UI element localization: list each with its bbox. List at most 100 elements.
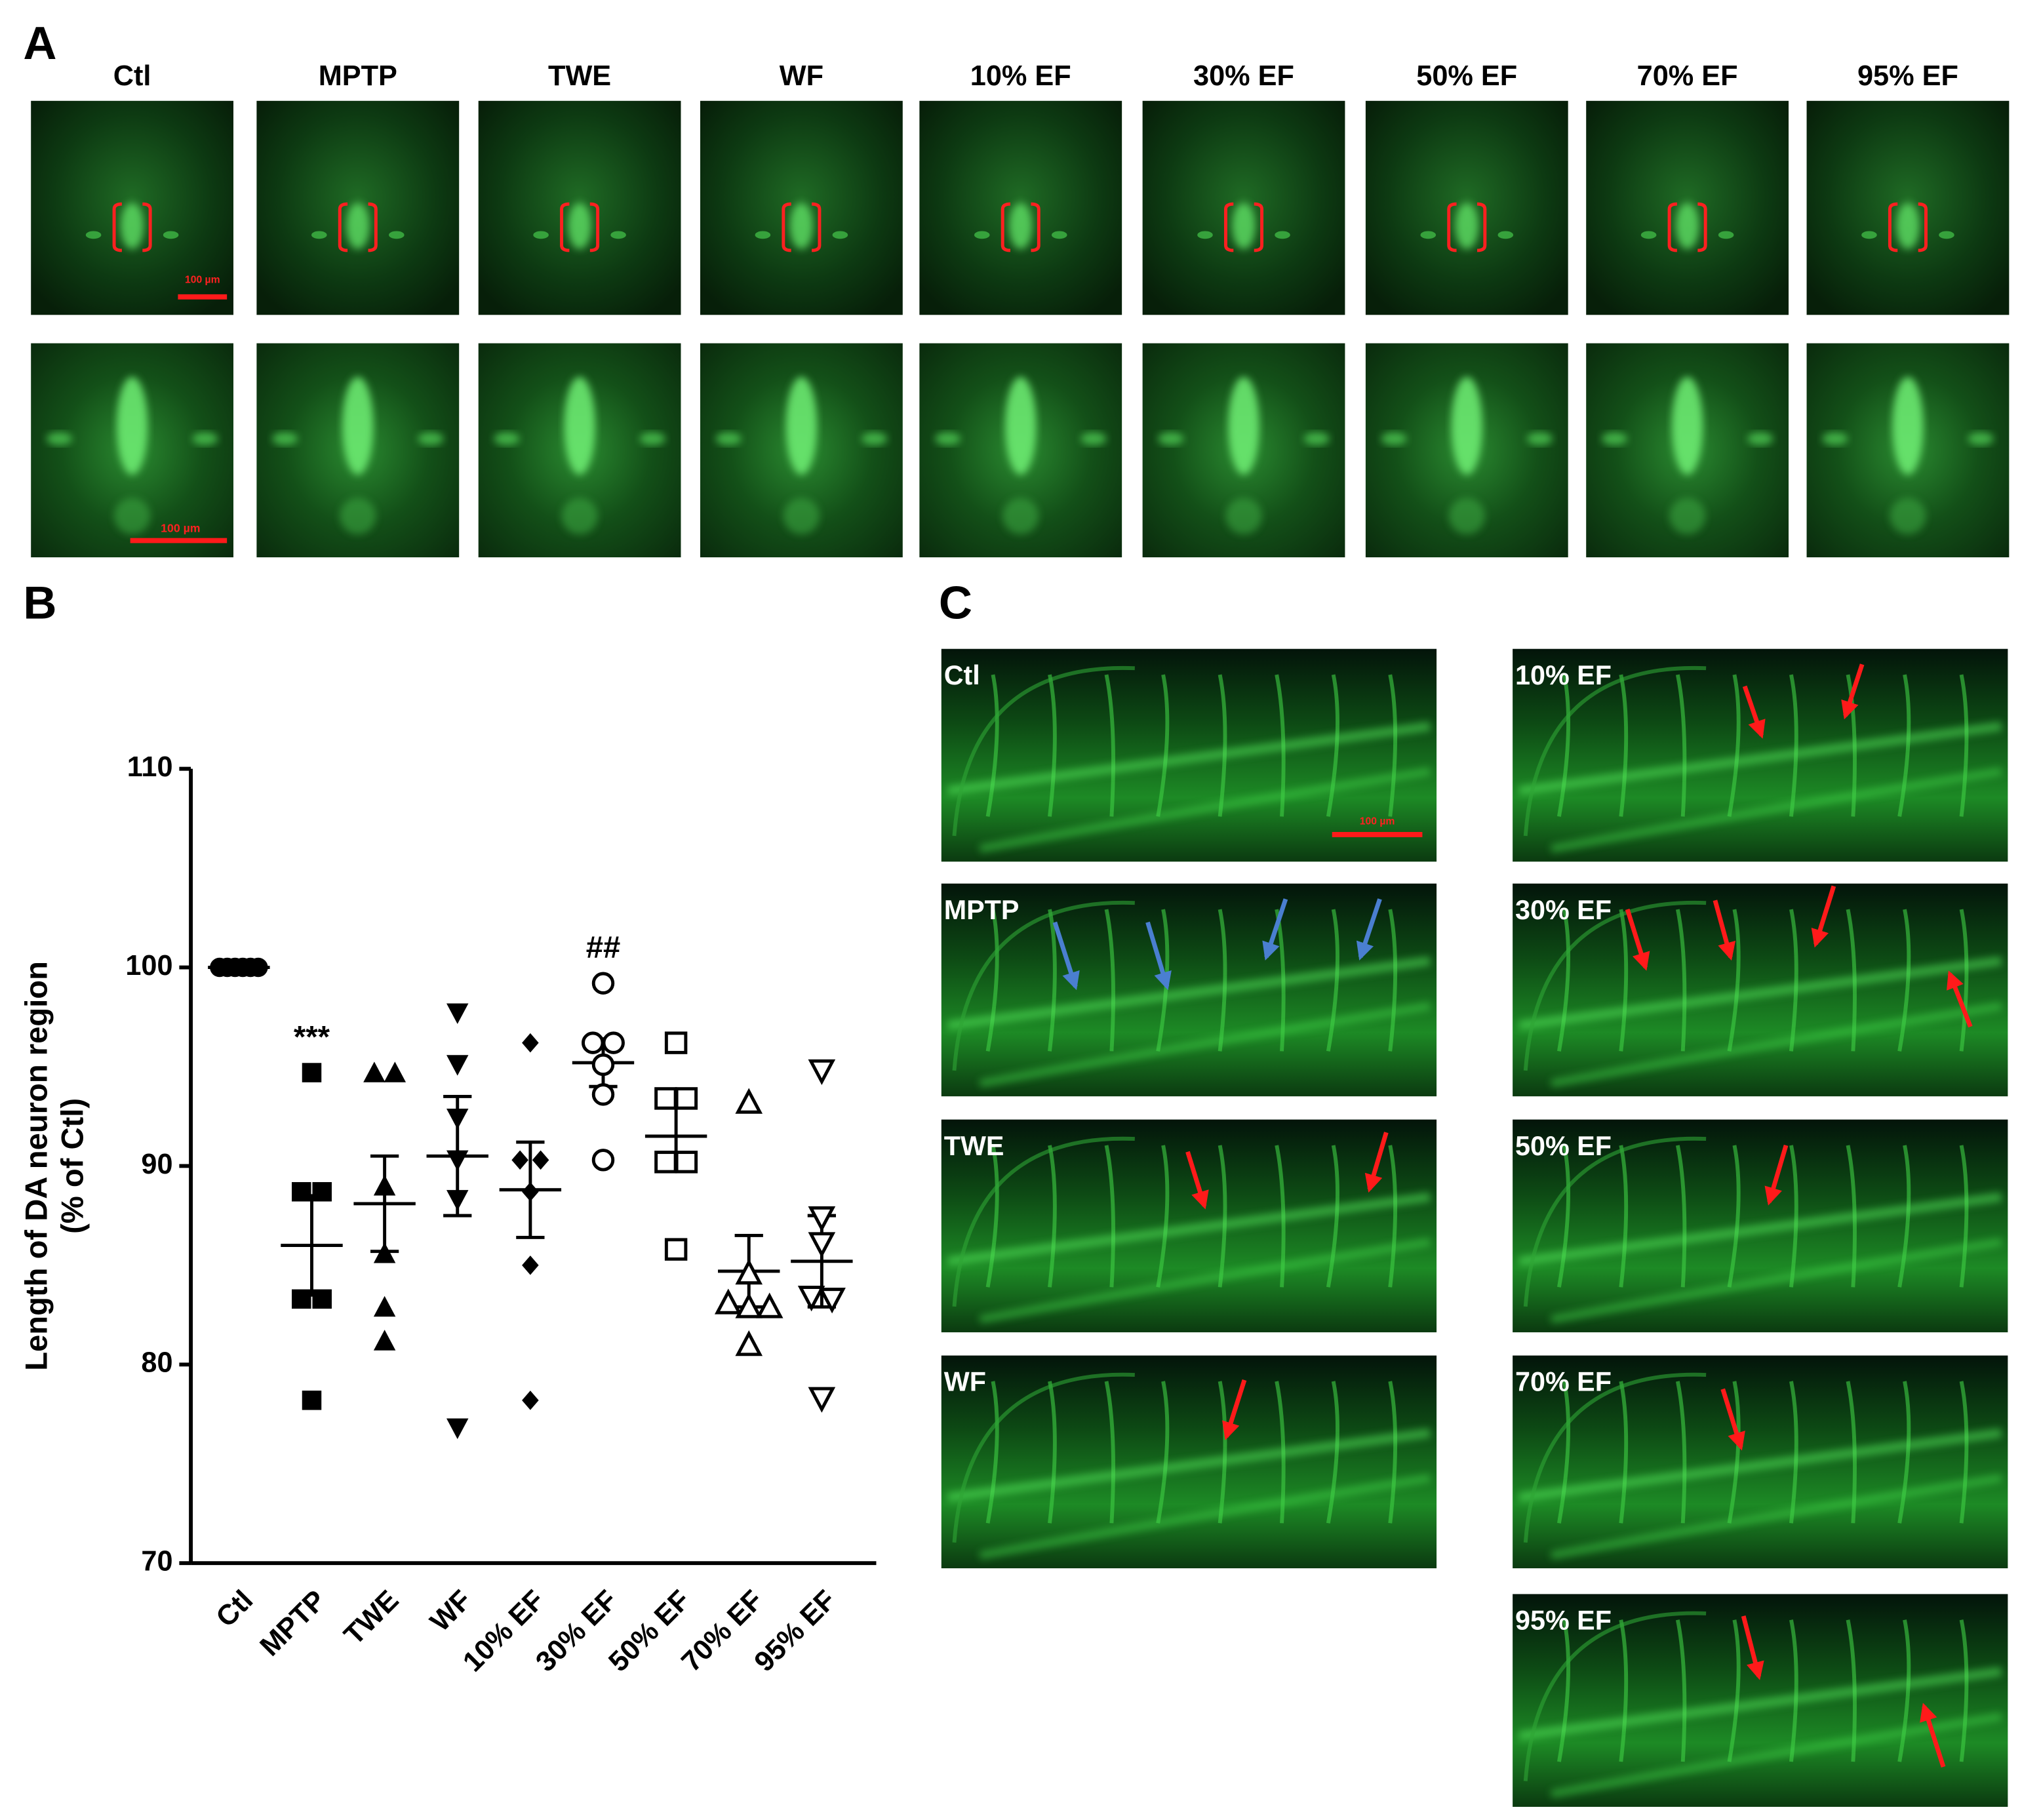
arrow bbox=[1947, 970, 1973, 1028]
column-header: 30% EF bbox=[1193, 60, 1294, 92]
data-point bbox=[446, 1108, 469, 1130]
neuron-glow bbox=[272, 432, 298, 445]
vessel bbox=[1218, 1145, 1227, 1288]
vessel bbox=[1218, 674, 1227, 817]
significance-annotation: ## bbox=[586, 930, 621, 965]
vessel bbox=[985, 674, 999, 817]
image-label: 70% EF bbox=[1515, 1367, 1612, 1397]
neuron-glow bbox=[1526, 432, 1553, 445]
data-point bbox=[532, 1150, 549, 1170]
image-label: WF bbox=[944, 1367, 986, 1397]
data-point bbox=[591, 1149, 615, 1172]
data-point bbox=[446, 1418, 469, 1439]
neuron-glow bbox=[120, 203, 144, 249]
neuron-glow bbox=[533, 231, 549, 239]
neuron-glow bbox=[564, 376, 595, 475]
vessel bbox=[1518, 1192, 2002, 1266]
neuron-glow bbox=[1497, 231, 1514, 239]
vessel bbox=[952, 665, 1135, 837]
arrow bbox=[1720, 1388, 1745, 1451]
neuron-glow bbox=[1747, 432, 1774, 445]
vessel bbox=[1556, 1145, 1571, 1288]
image-label: 50% EF bbox=[1515, 1131, 1612, 1161]
arrow bbox=[1262, 898, 1288, 961]
neuron-glow bbox=[1275, 231, 1290, 239]
neuron-glow bbox=[1228, 376, 1259, 475]
arrow bbox=[1841, 663, 1865, 720]
vessel bbox=[1789, 909, 1798, 1052]
image-label: 30% EF bbox=[1515, 895, 1612, 925]
vessel bbox=[1727, 1145, 1741, 1288]
vessel bbox=[1518, 721, 2002, 795]
data-point bbox=[735, 1259, 763, 1285]
vessel bbox=[1959, 909, 1969, 1052]
panel-label: C bbox=[939, 578, 972, 629]
neuron-glow bbox=[789, 203, 814, 249]
vessel bbox=[1619, 674, 1629, 817]
vessel bbox=[1619, 909, 1629, 1052]
y-tick-label: 100 bbox=[125, 950, 172, 981]
data-point bbox=[373, 1174, 396, 1196]
neuron-glow bbox=[974, 231, 990, 239]
data-point bbox=[808, 1387, 836, 1413]
vessel bbox=[1727, 1619, 1741, 1762]
vessel bbox=[1218, 1381, 1227, 1524]
data-point bbox=[664, 1031, 688, 1054]
data-point bbox=[675, 1151, 698, 1174]
data-point bbox=[735, 1292, 763, 1318]
neuron-glow bbox=[340, 498, 376, 534]
data-point bbox=[602, 1031, 625, 1054]
vessel bbox=[985, 1145, 999, 1288]
vessel bbox=[1675, 909, 1687, 1052]
neuron-glow bbox=[1718, 231, 1734, 239]
data-point bbox=[522, 1256, 539, 1275]
vessel bbox=[1556, 1381, 1571, 1524]
arrow bbox=[1742, 685, 1766, 739]
vessel bbox=[1556, 1619, 1571, 1762]
image-label: Ctl bbox=[944, 660, 980, 690]
region-bracket bbox=[1224, 202, 1264, 252]
vessel bbox=[1551, 1002, 2002, 1088]
neuron-glow bbox=[85, 231, 102, 239]
vessel bbox=[1789, 1381, 1798, 1524]
data-point bbox=[735, 1330, 763, 1356]
x-tick-label: WF bbox=[424, 1585, 478, 1638]
neuron-glow bbox=[114, 498, 151, 534]
region-bracket bbox=[112, 202, 152, 252]
data-point bbox=[312, 1289, 332, 1309]
data-point bbox=[511, 1150, 528, 1170]
region-bracket bbox=[560, 202, 600, 252]
vessel bbox=[1518, 956, 2002, 1030]
data-point bbox=[591, 1053, 615, 1077]
data-point bbox=[248, 957, 268, 978]
column-header: 50% EF bbox=[1416, 60, 1517, 92]
y-tick-label: 90 bbox=[141, 1149, 172, 1180]
neuron-glow bbox=[116, 376, 148, 475]
data-point bbox=[522, 1033, 539, 1053]
neuron-glow bbox=[1225, 498, 1262, 534]
vessel bbox=[1675, 1381, 1687, 1524]
vessel bbox=[1523, 900, 1707, 1071]
vessel bbox=[979, 767, 1431, 853]
vessel bbox=[1789, 1145, 1798, 1288]
data-point bbox=[446, 1055, 469, 1076]
data-point bbox=[522, 1182, 539, 1202]
y-axis-label: Length of DA neuron region bbox=[19, 961, 54, 1371]
data-point bbox=[755, 1292, 783, 1318]
y-axis-label: (% of Ctl) bbox=[56, 1098, 90, 1234]
column-header: WF bbox=[780, 60, 823, 92]
neuron-glow bbox=[861, 432, 888, 445]
data-point bbox=[373, 1296, 396, 1317]
neuron-glow bbox=[610, 231, 626, 239]
vessel bbox=[1675, 1619, 1687, 1762]
vessel bbox=[1619, 1619, 1629, 1762]
vessel bbox=[1551, 1474, 2002, 1560]
neuron-glow bbox=[1451, 376, 1482, 475]
arrow bbox=[1764, 1144, 1789, 1206]
vessel bbox=[952, 1136, 1135, 1307]
vessel bbox=[952, 1372, 1135, 1543]
significance-annotation: *** bbox=[294, 1019, 330, 1054]
neuron-glow bbox=[1009, 203, 1033, 249]
vessel bbox=[1789, 674, 1798, 817]
data-point bbox=[312, 1182, 332, 1202]
